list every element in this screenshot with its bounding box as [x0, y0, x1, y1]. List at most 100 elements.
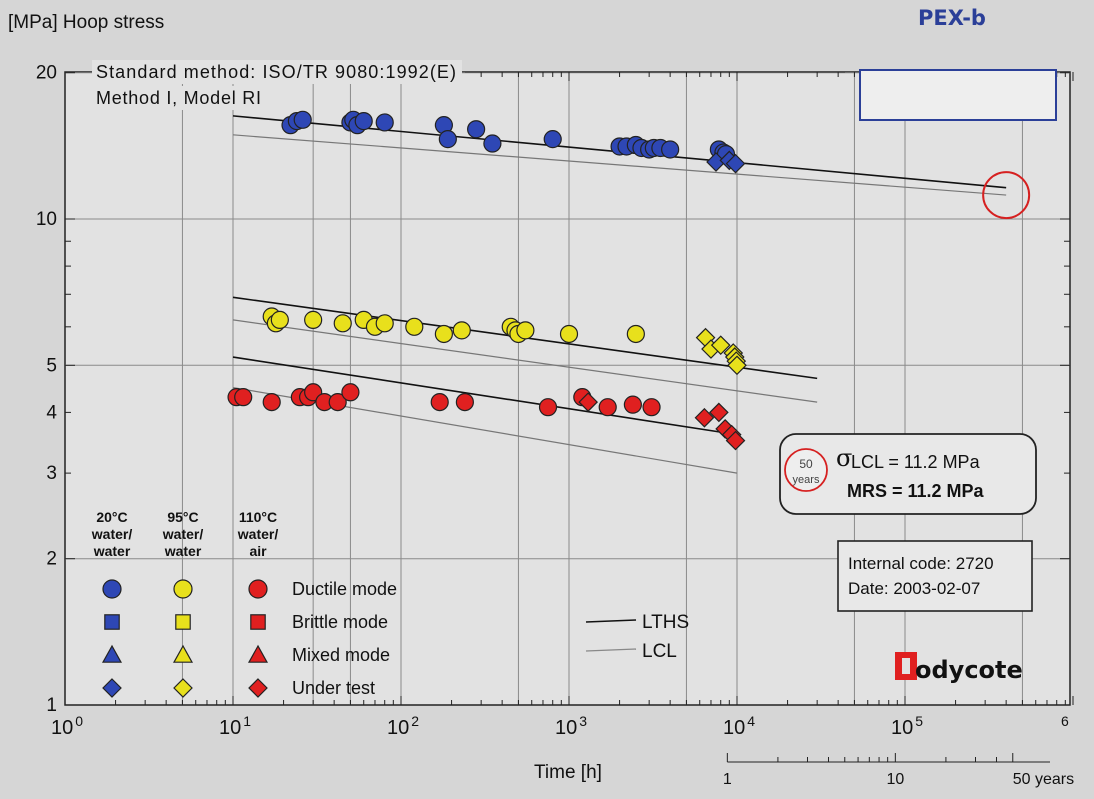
data-point-ductile — [270, 310, 289, 329]
data-point-ductile — [661, 140, 680, 159]
legend-column-header: water/ — [162, 526, 204, 542]
extrapolation-circle — [982, 171, 1031, 220]
legend-marker-square — [250, 614, 266, 630]
sigma-symbol: σ — [836, 444, 852, 472]
legend-marker-diamond — [102, 678, 122, 698]
years-tick-label: 1 — [723, 771, 732, 788]
data-point-ductile — [328, 393, 347, 412]
legend-mode-label: Brittle mode — [292, 612, 388, 632]
legend-column-header: air — [249, 543, 267, 559]
legend-mode-label: Ductile mode — [292, 579, 397, 599]
data-point-ductile — [341, 383, 360, 402]
data-point-under-test — [727, 355, 747, 376]
data-point-ductile — [452, 321, 471, 340]
legend-marker-triangle — [247, 644, 269, 663]
lcl-line — [232, 319, 818, 403]
badge-number: 50 — [799, 457, 813, 471]
y-tick-label: 2 — [46, 549, 57, 570]
legend-mode-label: Under test — [292, 678, 375, 698]
data-point-ductile — [543, 130, 562, 149]
data-point-under-test — [709, 402, 729, 423]
data-point-ductile — [623, 395, 642, 414]
data-point-ductile — [516, 321, 535, 340]
legend-marker-square — [175, 614, 191, 630]
lths-line — [232, 356, 738, 436]
legend-marker-circle — [173, 579, 193, 599]
years-tick-label: 10 — [886, 771, 904, 788]
legend-lcl-label: LCL — [642, 641, 677, 662]
legend-marker-triangle — [172, 644, 194, 663]
mrs-text: MRS = 11.2 MPa — [847, 481, 985, 501]
data-point-ductile — [434, 324, 453, 344]
data-point-ductile — [262, 393, 281, 412]
legend-column-header: water — [93, 543, 131, 559]
legend-marker-triangle — [101, 644, 123, 663]
x-tick-label: 10 1 — [219, 713, 251, 739]
x-axis-title: Time [h] — [534, 762, 602, 783]
method-text-bg — [92, 86, 264, 110]
data-point-ductile — [455, 393, 474, 412]
data-point-under-test — [725, 153, 746, 174]
x-tick-label: 10 2 — [387, 713, 419, 739]
sigma-lcl-text: LCL = 11.2 MPa — [851, 452, 981, 472]
y-tick-label: 4 — [46, 402, 57, 423]
logo-text: odycote — [915, 656, 1023, 684]
data-point-ductile — [538, 398, 558, 417]
lcl-line — [232, 134, 1007, 196]
legend-marker-diamond — [173, 678, 193, 698]
x-tick-label: 10 4 — [723, 713, 755, 739]
method-text: Method I, Model RI — [96, 88, 261, 108]
legend-column-header: 110°C — [239, 509, 277, 525]
method-text-bg — [92, 60, 462, 84]
data-point-ductile — [483, 134, 502, 153]
data-point-ductile — [626, 324, 645, 344]
data-point-ductile — [559, 324, 579, 344]
data-point-ductile — [438, 130, 457, 149]
legend-lths-line — [585, 619, 637, 623]
logo-mark-cut — [902, 658, 910, 674]
date-text: Date: 2003-02-07 — [848, 579, 980, 598]
y-tick-label: 1 — [46, 695, 57, 716]
data-point-ductile — [375, 314, 394, 333]
legend-lcl-line — [585, 648, 637, 652]
x-tick-label: 10 3 — [555, 713, 587, 739]
data-point-ductile — [354, 112, 373, 131]
fifty-years-badge — [784, 448, 828, 492]
data-point-ductile — [405, 317, 424, 336]
data-point-ductile — [467, 120, 486, 139]
y-tick-label: 10 — [36, 209, 57, 230]
internal-code-text: Internal code: 2720 — [848, 554, 994, 573]
y-tick-label: 3 — [46, 463, 57, 484]
legend-column-header: water/ — [237, 526, 279, 542]
data-point-ductile — [304, 310, 323, 329]
legend-marker-diamond — [248, 678, 268, 698]
legend-column-header: water/ — [91, 526, 133, 542]
legend-column-header: 20°C — [96, 509, 127, 525]
badge-unit: years — [793, 474, 820, 486]
chart-title: PEX-b — [918, 6, 986, 30]
legend-column-header: 95°C — [167, 509, 198, 525]
data-point-under-test — [578, 392, 598, 412]
legend-column-header: water — [164, 543, 202, 559]
data-point-under-test — [694, 407, 715, 428]
result-box — [779, 433, 1037, 515]
blank-label-box — [859, 69, 1057, 121]
data-point-ductile — [375, 113, 394, 132]
x-tick-label: 10 5 — [891, 713, 923, 739]
data-point-ductile — [642, 398, 661, 417]
years-tick-label: 50 years — [1013, 771, 1074, 788]
info-box — [837, 540, 1033, 612]
data-point-ductile — [430, 393, 449, 412]
legend-marker-square — [104, 614, 120, 630]
data-point-ductile — [598, 398, 617, 417]
y-tick-label: 20 — [36, 63, 57, 84]
data-point-ductile — [293, 110, 312, 129]
x-tick-label: 10 0 — [51, 713, 83, 739]
y-tick-label: 5 — [46, 355, 57, 376]
legend-lths-label: LTHS — [642, 612, 689, 633]
data-point-ductile — [234, 388, 253, 407]
x-tick-label: 6 — [1061, 713, 1069, 729]
legend-marker-circle — [248, 579, 268, 599]
